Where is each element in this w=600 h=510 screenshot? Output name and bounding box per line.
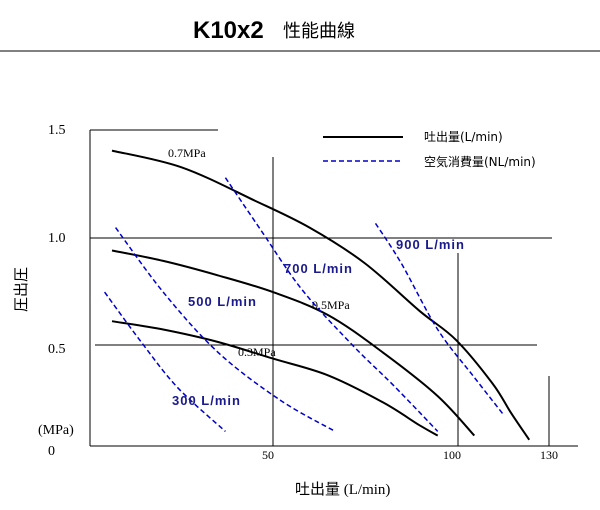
y-tick-0: 0 bbox=[48, 444, 55, 459]
label-0-5mpa: 0.5MPa bbox=[312, 298, 350, 312]
x-tick-130: 130 bbox=[540, 448, 558, 462]
label-air-700: 700 L/min bbox=[284, 261, 353, 276]
series-line-0-5mpa bbox=[111, 249, 476, 437]
label-air-300: 300 L/min bbox=[172, 393, 241, 408]
y-tick-0-5: 0.5 bbox=[48, 342, 66, 357]
legend-label-air: 空気消費量(NL/min) bbox=[424, 154, 536, 169]
series-line-air-900 bbox=[374, 222, 505, 416]
y-axis-label: 圧出圧 bbox=[13, 267, 30, 312]
chart-subtitle: 性能曲線 bbox=[283, 21, 355, 42]
y-unit: (MPa) bbox=[38, 423, 74, 438]
series-line-0-7mpa bbox=[111, 149, 531, 441]
label-0-3mpa: 0.3MPa bbox=[238, 345, 276, 359]
y-tick-1-5: 1.5 bbox=[48, 123, 66, 138]
y-tick-1-0: 1.0 bbox=[48, 231, 66, 246]
series-line-air-500 bbox=[114, 227, 336, 433]
chart-title: K10x2 bbox=[193, 17, 264, 44]
x-tick-100: 100 bbox=[443, 448, 461, 462]
legend-label-flow: 吐出量(L/min) bbox=[424, 130, 503, 144]
series-line-air-300 bbox=[103, 291, 226, 432]
x-axis-label: 吐出量 (L/min) bbox=[295, 481, 390, 498]
label-air-900: 900 L/min bbox=[396, 237, 465, 252]
label-0-7mpa: 0.7MPa bbox=[168, 146, 206, 160]
series-line-0-3mpa bbox=[111, 320, 439, 437]
x-tick-50: 50 bbox=[262, 448, 274, 462]
label-air-500: 500 L/min bbox=[188, 294, 257, 309]
